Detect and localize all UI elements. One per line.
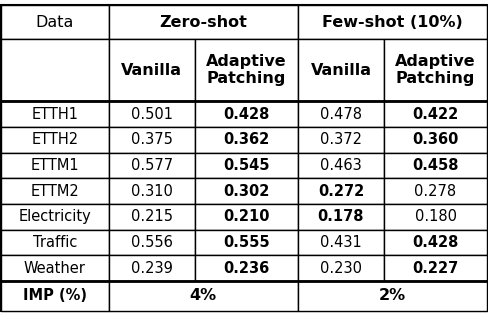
Text: 0.375: 0.375 — [131, 132, 173, 147]
Text: 0.227: 0.227 — [412, 261, 459, 276]
Text: 0.431: 0.431 — [320, 235, 362, 250]
Bar — [0, 178, 109, 204]
Text: 4%: 4% — [190, 288, 217, 303]
Bar — [0, 204, 109, 230]
Bar — [0, 101, 109, 127]
Text: Vanilla: Vanilla — [310, 63, 371, 78]
Bar — [109, 204, 195, 230]
Bar — [0, 281, 109, 311]
Bar — [109, 127, 195, 153]
Bar — [195, 255, 298, 281]
Bar — [109, 281, 298, 311]
Bar — [109, 40, 195, 101]
Text: Weather: Weather — [24, 261, 86, 276]
Bar — [384, 204, 487, 230]
Text: 0.501: 0.501 — [131, 106, 173, 122]
Text: 0.478: 0.478 — [320, 106, 362, 122]
Bar — [298, 255, 384, 281]
Bar — [109, 5, 298, 40]
Text: 0.210: 0.210 — [223, 209, 269, 224]
Text: Data: Data — [36, 15, 74, 30]
Text: 0.239: 0.239 — [131, 261, 173, 276]
Bar — [195, 101, 298, 127]
Bar — [0, 40, 109, 101]
Bar — [298, 127, 384, 153]
Bar — [195, 40, 298, 101]
Text: Zero-shot: Zero-shot — [160, 15, 247, 30]
Bar — [0, 255, 109, 281]
Bar — [109, 101, 195, 127]
Bar — [298, 101, 384, 127]
Text: 0.310: 0.310 — [131, 184, 173, 198]
Text: Electricity: Electricity — [19, 209, 91, 224]
Text: 0.428: 0.428 — [412, 235, 459, 250]
Bar — [298, 5, 487, 40]
Text: ETTH1: ETTH1 — [31, 106, 78, 122]
Text: Adaptive
Patching: Adaptive Patching — [395, 54, 476, 86]
Bar — [195, 127, 298, 153]
Text: Few-shot (10%): Few-shot (10%) — [322, 15, 463, 30]
Bar — [195, 178, 298, 204]
Bar — [109, 153, 195, 178]
Bar — [109, 178, 195, 204]
Bar — [109, 230, 195, 255]
Text: 0.458: 0.458 — [412, 158, 459, 173]
Bar — [298, 230, 384, 255]
Text: 0.422: 0.422 — [412, 106, 459, 122]
Text: 0.180: 0.180 — [414, 209, 456, 224]
Text: 0.372: 0.372 — [320, 132, 362, 147]
Text: ETTM2: ETTM2 — [30, 184, 79, 198]
Bar — [195, 230, 298, 255]
Bar — [384, 101, 487, 127]
Bar — [0, 127, 109, 153]
Text: Adaptive
Patching: Adaptive Patching — [206, 54, 286, 86]
Text: 0.178: 0.178 — [318, 209, 364, 224]
Text: Vanilla: Vanilla — [122, 63, 183, 78]
Text: 0.545: 0.545 — [223, 158, 269, 173]
Text: ETTH2: ETTH2 — [31, 132, 78, 147]
Bar — [298, 40, 384, 101]
Text: 0.362: 0.362 — [223, 132, 269, 147]
Bar — [384, 40, 487, 101]
Bar — [109, 255, 195, 281]
Text: 0.463: 0.463 — [320, 158, 362, 173]
Text: 0.556: 0.556 — [131, 235, 173, 250]
Bar — [298, 204, 384, 230]
Bar — [384, 153, 487, 178]
Bar — [298, 178, 384, 204]
Text: 2%: 2% — [379, 288, 406, 303]
Text: 0.302: 0.302 — [223, 184, 269, 198]
Text: 0.272: 0.272 — [318, 184, 364, 198]
Text: 0.236: 0.236 — [223, 261, 269, 276]
Text: ETTM1: ETTM1 — [30, 158, 79, 173]
Text: 0.230: 0.230 — [320, 261, 362, 276]
Text: 0.278: 0.278 — [414, 184, 457, 198]
Bar — [384, 255, 487, 281]
Bar — [0, 5, 109, 40]
Bar — [195, 204, 298, 230]
Bar — [298, 281, 487, 311]
Bar — [384, 127, 487, 153]
Text: 0.577: 0.577 — [131, 158, 173, 173]
Bar — [384, 178, 487, 204]
Text: 0.215: 0.215 — [131, 209, 173, 224]
Bar — [0, 153, 109, 178]
Bar — [0, 230, 109, 255]
Text: 0.428: 0.428 — [223, 106, 269, 122]
Text: 0.555: 0.555 — [223, 235, 270, 250]
Text: IMP (%): IMP (%) — [23, 288, 87, 303]
Text: 0.360: 0.360 — [412, 132, 459, 147]
Bar — [384, 230, 487, 255]
Text: Traffic: Traffic — [33, 235, 77, 250]
Bar — [298, 153, 384, 178]
Bar — [195, 153, 298, 178]
